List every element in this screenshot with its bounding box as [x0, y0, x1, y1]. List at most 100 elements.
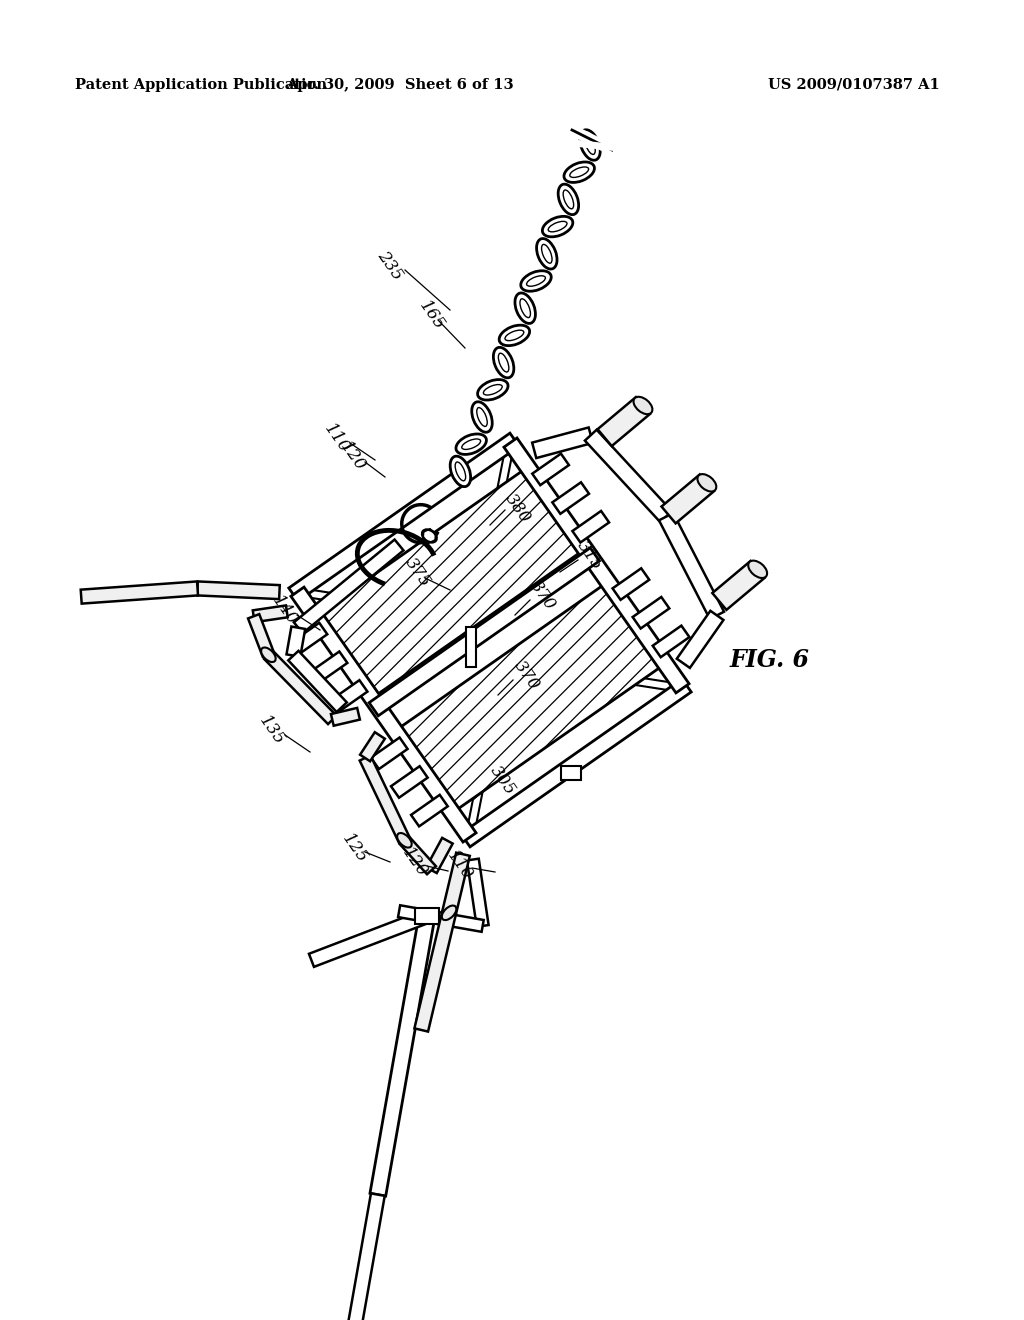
Polygon shape	[612, 569, 649, 599]
Ellipse shape	[749, 561, 767, 578]
Ellipse shape	[564, 162, 595, 182]
Ellipse shape	[580, 129, 600, 160]
Text: 120: 120	[399, 843, 431, 880]
Ellipse shape	[261, 648, 275, 663]
Polygon shape	[310, 652, 347, 682]
Ellipse shape	[472, 401, 493, 432]
Text: 125: 125	[339, 830, 371, 866]
Text: FIG. 6: FIG. 6	[730, 648, 810, 672]
Polygon shape	[472, 442, 514, 620]
Ellipse shape	[397, 833, 412, 847]
Ellipse shape	[526, 276, 546, 286]
Ellipse shape	[422, 529, 436, 543]
Ellipse shape	[548, 222, 567, 232]
Polygon shape	[415, 908, 439, 924]
Polygon shape	[309, 909, 429, 966]
Ellipse shape	[462, 440, 480, 449]
Ellipse shape	[456, 434, 486, 454]
Polygon shape	[467, 859, 488, 927]
Polygon shape	[442, 853, 470, 915]
Polygon shape	[289, 433, 519, 601]
Polygon shape	[81, 581, 198, 603]
Polygon shape	[504, 656, 683, 692]
Ellipse shape	[569, 166, 589, 177]
Polygon shape	[398, 906, 483, 932]
Polygon shape	[289, 651, 347, 711]
Ellipse shape	[499, 354, 509, 372]
Ellipse shape	[441, 906, 457, 920]
Polygon shape	[633, 597, 670, 628]
Polygon shape	[248, 614, 274, 657]
Polygon shape	[291, 623, 328, 655]
Text: 110: 110	[321, 420, 353, 455]
Ellipse shape	[483, 384, 502, 395]
Polygon shape	[504, 438, 689, 693]
Text: 120: 120	[337, 438, 369, 474]
Polygon shape	[532, 454, 569, 486]
Ellipse shape	[451, 457, 471, 487]
Text: US 2009/0107387 A1: US 2009/0107387 A1	[768, 78, 940, 92]
Polygon shape	[426, 838, 453, 873]
Polygon shape	[561, 766, 581, 780]
Ellipse shape	[521, 271, 551, 292]
Polygon shape	[552, 482, 589, 513]
Polygon shape	[369, 548, 599, 715]
Ellipse shape	[697, 474, 717, 491]
Text: 305: 305	[486, 762, 519, 797]
Ellipse shape	[542, 244, 552, 263]
Polygon shape	[652, 626, 689, 657]
Polygon shape	[677, 611, 724, 668]
Ellipse shape	[520, 298, 530, 318]
Polygon shape	[314, 467, 585, 698]
Polygon shape	[297, 587, 476, 623]
Ellipse shape	[499, 325, 529, 346]
Ellipse shape	[543, 216, 572, 236]
Polygon shape	[659, 513, 724, 619]
Text: 375: 375	[401, 554, 434, 590]
Ellipse shape	[455, 462, 466, 480]
Text: 370: 370	[527, 577, 559, 612]
Polygon shape	[294, 540, 403, 634]
Polygon shape	[198, 581, 280, 599]
Ellipse shape	[563, 190, 573, 209]
Polygon shape	[370, 915, 435, 1196]
Polygon shape	[371, 738, 408, 770]
Ellipse shape	[505, 330, 524, 341]
Text: 110: 110	[443, 847, 476, 883]
Ellipse shape	[634, 397, 652, 414]
Text: 135: 135	[256, 711, 288, 748]
Text: Patent Application Publication: Patent Application Publication	[75, 78, 327, 92]
Ellipse shape	[477, 408, 487, 426]
Polygon shape	[598, 397, 650, 446]
Polygon shape	[400, 837, 436, 874]
Polygon shape	[360, 733, 385, 762]
Ellipse shape	[585, 136, 595, 154]
Polygon shape	[585, 430, 672, 523]
Text: 165: 165	[416, 297, 449, 333]
Text: 370: 370	[511, 657, 543, 693]
Text: 140: 140	[269, 593, 301, 628]
Ellipse shape	[537, 239, 557, 269]
Ellipse shape	[494, 347, 514, 378]
Polygon shape	[572, 511, 609, 543]
Polygon shape	[359, 755, 410, 843]
Polygon shape	[662, 474, 714, 524]
Polygon shape	[346, 1193, 385, 1320]
Ellipse shape	[477, 380, 508, 400]
Ellipse shape	[515, 293, 536, 323]
Text: 380: 380	[502, 490, 535, 525]
Polygon shape	[291, 587, 476, 842]
Polygon shape	[466, 627, 476, 668]
Polygon shape	[466, 660, 508, 838]
Ellipse shape	[558, 185, 579, 215]
Polygon shape	[287, 627, 305, 657]
Polygon shape	[713, 561, 765, 610]
Text: Apr. 30, 2009  Sheet 6 of 13: Apr. 30, 2009 Sheet 6 of 13	[286, 78, 514, 92]
Polygon shape	[411, 795, 447, 826]
Text: 235: 235	[374, 247, 407, 282]
Polygon shape	[253, 606, 288, 622]
Polygon shape	[331, 680, 368, 711]
Polygon shape	[415, 911, 456, 1032]
Text: 315: 315	[573, 537, 606, 573]
Polygon shape	[264, 651, 337, 725]
